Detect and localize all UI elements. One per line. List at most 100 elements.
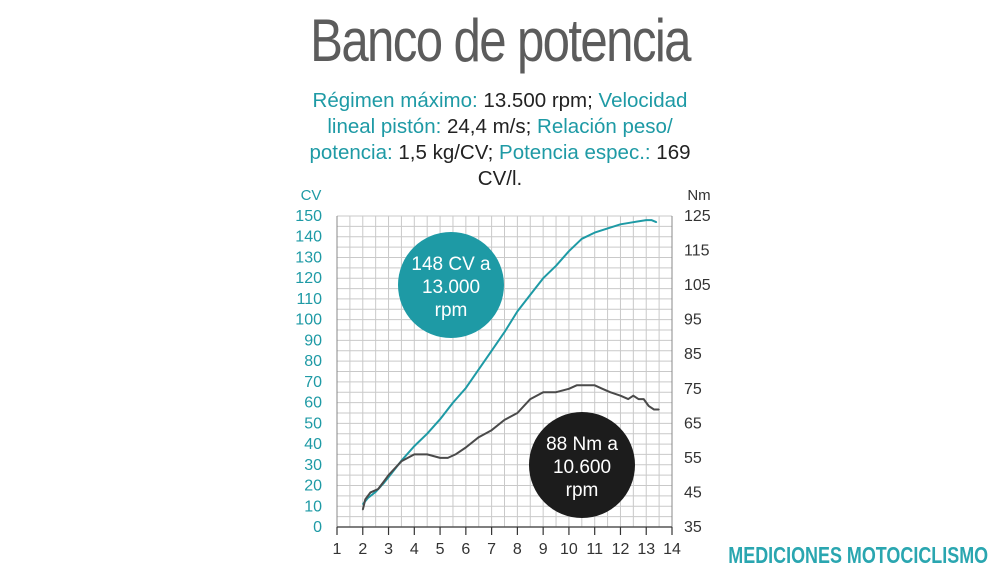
y-left-tick-label: 50 (304, 415, 322, 432)
torque-peak-bubble-text: 88 Nm a (546, 434, 618, 455)
x-tick-label: 14 (663, 541, 681, 558)
subtitle-label-2: Velocidad lineal pistón: (327, 89, 688, 138)
x-tick-label: 3 (384, 541, 393, 558)
torque-point (609, 391, 611, 393)
torque-point (369, 491, 372, 494)
power-point (581, 238, 583, 240)
y-left-tick-label: 130 (295, 249, 322, 266)
x-tick-label: 4 (410, 541, 419, 558)
y-left-tick-label: 140 (295, 229, 322, 246)
y-left-tick-label: 110 (296, 291, 322, 308)
x-tick-label: 7 (487, 541, 496, 558)
torque-point (413, 453, 415, 456)
x-tick-label: 12 (612, 541, 630, 558)
power-point (542, 277, 544, 279)
torque-point (382, 481, 384, 483)
subtitle-label-3: Relación peso/ potencia: (309, 115, 673, 164)
power-point (426, 433, 428, 435)
power-point (594, 231, 596, 234)
torque-point (594, 384, 596, 386)
torque-peak-bubble (529, 412, 635, 518)
y-left-tick-label: 80 (304, 353, 322, 370)
torque-point (648, 405, 650, 407)
power-point (375, 491, 377, 493)
y-left-tick-label: 20 (304, 478, 322, 495)
torque-peak-bubble-text: 10.600 (553, 457, 611, 478)
torque-point (364, 498, 366, 500)
torque-point (619, 395, 622, 397)
y-right-tick-label: 115 (684, 243, 710, 260)
power-peak-bubble-text: 13.000 (422, 277, 480, 298)
power-point (529, 294, 531, 296)
power-point (413, 445, 415, 447)
power-point (465, 387, 467, 389)
torque-point (643, 398, 645, 400)
torque-point (653, 408, 655, 411)
subtitle-value-1: 13.500 rpm; (477, 89, 599, 112)
y-left-axis-label: CV (301, 187, 322, 204)
torque-point (568, 388, 570, 390)
power-peak-bubble (398, 232, 504, 338)
subtitle-value-3: 1,5 kg/CV; (392, 141, 500, 164)
torque-point (400, 460, 403, 462)
torque-point (454, 453, 457, 456)
y-right-tick-label: 105 (684, 277, 711, 294)
torque-point (658, 408, 660, 411)
chart-subtitle: Régimen máximo: 13.500 rpm; Velocidad li… (290, 88, 710, 192)
torque-point (426, 453, 428, 456)
torque-peak-bubble-text: rpm (566, 480, 599, 501)
y-left-tick-label: 60 (304, 395, 322, 412)
torque-point (447, 457, 449, 459)
torque-point (529, 398, 531, 400)
y-left-tick-label: 40 (304, 436, 322, 453)
y-left-tick-label: 90 (304, 332, 322, 349)
torque-point (377, 488, 379, 490)
y-left-tick-label: 120 (295, 270, 322, 287)
y-left-tick-label: 0 (313, 519, 322, 536)
torque-point (601, 388, 604, 390)
torque-point (478, 436, 480, 438)
torque-point (516, 412, 518, 414)
torque-curve (361, 384, 660, 510)
x-tick-label: 1 (333, 541, 342, 558)
torque-point (576, 384, 578, 386)
torque-point (632, 395, 634, 397)
power-point (650, 219, 652, 221)
chart-title: Banco de potencia (310, 7, 691, 74)
y-right-tick-label: 35 (684, 519, 702, 536)
power-point (655, 221, 658, 223)
torque-point (362, 509, 364, 511)
x-tick-label: 11 (586, 541, 603, 558)
power-point (632, 221, 634, 223)
power-peak-bubble-text: 148 CV a (411, 254, 491, 275)
y-right-tick-label: 65 (684, 415, 702, 432)
torque-point (627, 398, 629, 400)
footer-credit: MEDICIONES MOTOCICLISMO (728, 542, 988, 568)
y-left-tick-label: 150 (295, 208, 322, 225)
x-tick-label: 5 (436, 541, 445, 558)
torque-point (637, 398, 640, 400)
x-tick-label: 10 (560, 541, 578, 558)
y-right-tick-label: 75 (684, 381, 702, 398)
power-point (503, 331, 506, 333)
subtitle-label-1: Régimen máximo: (312, 89, 478, 112)
power-peak-bubble-text: rpm (435, 300, 468, 321)
torque-point (491, 429, 493, 431)
power-point (645, 219, 647, 221)
power-point (619, 223, 622, 225)
y-right-tick-label: 125 (684, 208, 711, 225)
y-left-tick-label: 10 (304, 498, 322, 515)
y-right-axis-label: Nm (687, 187, 710, 204)
subtitle-value-4: 169 CV/l. (477, 141, 691, 190)
torque-point (555, 391, 557, 393)
y-right-tick-label: 85 (684, 346, 702, 363)
power-point (478, 368, 480, 371)
power-point (555, 265, 557, 267)
torque-point (465, 446, 467, 449)
x-tick-label: 13 (637, 541, 655, 558)
torque-point (503, 419, 506, 421)
torque-point (439, 457, 441, 459)
subtitle-label-4: Potencia espec.: (499, 141, 651, 164)
power-point (568, 250, 570, 252)
